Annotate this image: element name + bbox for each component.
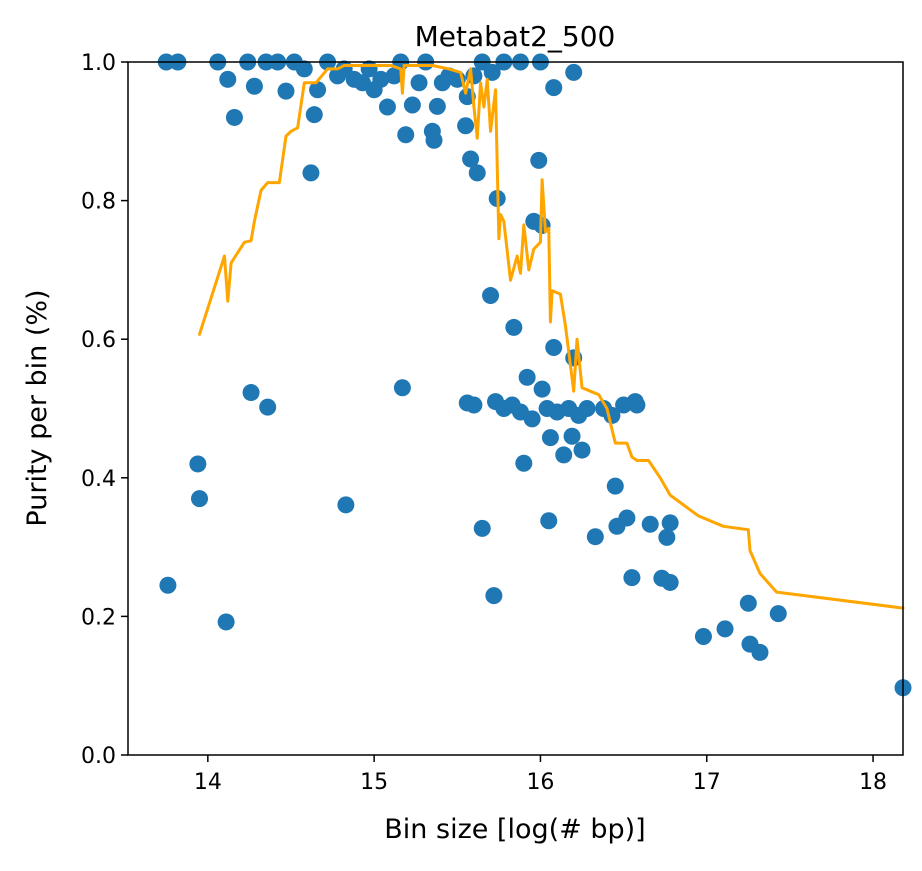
scatter-point-92: [485, 587, 503, 605]
scatter-point-85: [641, 515, 659, 533]
scatter-point-31: [425, 131, 443, 149]
plot-frame: [127, 61, 904, 756]
scatter-point-98: [769, 605, 787, 623]
scatter-point-86: [661, 514, 679, 532]
scatter-point-67: [578, 400, 596, 417]
scatter-point-14: [309, 81, 327, 99]
y-tick-label-1: 0.2: [81, 605, 116, 630]
scatter-point-51: [565, 63, 583, 81]
scatter-point-76: [563, 427, 581, 445]
scatter-point-38: [462, 150, 480, 168]
scatter-point-75: [541, 429, 559, 447]
scatter-point-105: [259, 398, 277, 416]
y-tick-label-5: 1.0: [81, 51, 116, 76]
scatter-point-56: [518, 368, 536, 386]
y-tick-label-0: 0.0: [81, 744, 116, 769]
scatter-point-6: [245, 77, 263, 95]
scatter-point-4: [225, 108, 243, 126]
scatter-point-94: [716, 620, 734, 638]
scatter-point-23: [378, 98, 396, 116]
scatter-point-9: [277, 82, 295, 100]
scatter-point-106: [337, 496, 355, 514]
scatter-point-102: [191, 490, 209, 508]
y-tick-label-4: 0.8: [81, 190, 116, 215]
x-axis-label: Bin size [log(# bp)]: [384, 814, 645, 845]
scatter-point-103: [217, 613, 235, 631]
scatter-point-81: [540, 512, 558, 530]
scatter-point-53: [505, 318, 523, 336]
scatter-point-32: [428, 97, 446, 115]
scatter-point-87: [658, 528, 676, 546]
scatter-point-42: [483, 63, 501, 81]
scatter-point-22: [372, 70, 390, 88]
scatter-point-78: [573, 441, 591, 459]
x-tick-label-0: 14: [194, 770, 222, 795]
scatter-point-79: [515, 454, 533, 472]
y-tick-label-3: 0.6: [81, 328, 116, 353]
scatter-point-95: [739, 594, 757, 612]
scatter-point-93: [694, 627, 712, 645]
scatter-point-90: [661, 573, 679, 591]
scatter-point-100: [159, 576, 177, 594]
scatter-point-74: [465, 396, 483, 414]
scatter-point-82: [586, 528, 604, 546]
scatter-point-84: [618, 509, 636, 527]
scatter-point-107: [393, 379, 411, 397]
scatter-point-26: [397, 126, 415, 144]
scatter-point-80: [606, 477, 624, 495]
scatter-point-28: [410, 74, 428, 92]
scatter-point-91: [473, 519, 491, 537]
scatter-point-47: [530, 151, 548, 169]
scatter-point-101: [189, 455, 207, 473]
scatter-point-72: [628, 396, 646, 414]
axes-layer: 14 15 16 17 18 0.0 0.2 0.4 0.6 0.8 1.0: [81, 51, 904, 795]
scatter-point-3: [219, 70, 237, 88]
y-tick-label-2: 0.4: [81, 467, 116, 492]
scatter-point-88: [623, 569, 641, 587]
scatter-point-50: [545, 79, 563, 97]
scatter-point-13: [305, 106, 323, 124]
scatter-point-52: [482, 287, 500, 305]
x-tick-label-3: 17: [693, 770, 721, 795]
scatter-point-77: [555, 446, 573, 464]
scatter-point-39: [468, 164, 486, 182]
purity-trend-line: [198, 63, 905, 610]
x-tick-label-2: 16: [526, 770, 554, 795]
scatter-point-11: [295, 60, 313, 78]
x-tick-label-1: 15: [360, 770, 388, 795]
scatter-point-63: [523, 410, 541, 428]
scatter-point-12: [302, 164, 320, 182]
scatter-point-97: [751, 643, 769, 661]
y-axis-label: Purity per bin (%): [22, 289, 53, 526]
plot-layer: [157, 53, 912, 697]
scatter-point-57: [533, 380, 551, 398]
x-tick-label-4: 18: [859, 770, 887, 795]
scatter-point-54: [545, 339, 563, 357]
scatter-point-36: [457, 117, 475, 135]
chart-title: Metabat2_500: [415, 20, 616, 53]
scatter-point-104: [242, 384, 260, 402]
scatter-point-27: [403, 96, 421, 114]
scatter-point-24: [385, 67, 403, 85]
